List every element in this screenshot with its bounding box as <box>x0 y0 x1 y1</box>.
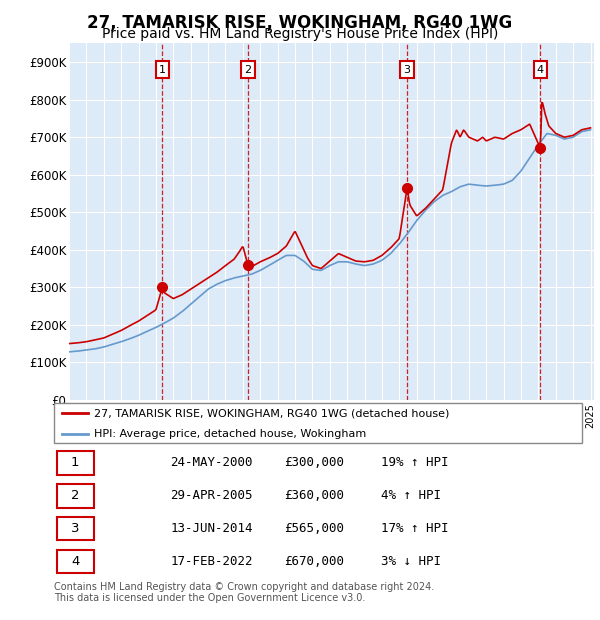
Text: £565,000: £565,000 <box>284 522 344 535</box>
Text: £360,000: £360,000 <box>284 489 344 502</box>
FancyBboxPatch shape <box>56 451 94 475</box>
Text: 3: 3 <box>71 522 79 535</box>
Text: 2: 2 <box>71 489 79 502</box>
FancyBboxPatch shape <box>54 403 582 443</box>
Text: 1: 1 <box>71 456 79 469</box>
FancyBboxPatch shape <box>56 549 94 574</box>
Text: Contains HM Land Registry data © Crown copyright and database right 2024.
This d: Contains HM Land Registry data © Crown c… <box>54 582 434 603</box>
Text: 27, TAMARISK RISE, WOKINGHAM, RG40 1WG (detached house): 27, TAMARISK RISE, WOKINGHAM, RG40 1WG (… <box>94 408 449 418</box>
Text: 1: 1 <box>159 64 166 74</box>
Text: 13-JUN-2014: 13-JUN-2014 <box>170 522 253 535</box>
Text: 24-MAY-2000: 24-MAY-2000 <box>170 456 253 469</box>
Text: 29-APR-2005: 29-APR-2005 <box>170 489 253 502</box>
Text: Price paid vs. HM Land Registry's House Price Index (HPI): Price paid vs. HM Land Registry's House … <box>102 27 498 41</box>
Text: 19% ↑ HPI: 19% ↑ HPI <box>382 456 449 469</box>
Text: 17-FEB-2022: 17-FEB-2022 <box>170 555 253 568</box>
Text: 17% ↑ HPI: 17% ↑ HPI <box>382 522 449 535</box>
FancyBboxPatch shape <box>56 516 94 541</box>
Text: 2: 2 <box>244 64 251 74</box>
Text: £300,000: £300,000 <box>284 456 344 469</box>
Text: 4: 4 <box>537 64 544 74</box>
Text: HPI: Average price, detached house, Wokingham: HPI: Average price, detached house, Woki… <box>94 430 366 440</box>
Text: 3% ↓ HPI: 3% ↓ HPI <box>382 555 442 568</box>
Text: £670,000: £670,000 <box>284 555 344 568</box>
Text: 4: 4 <box>71 555 79 568</box>
Text: 4% ↑ HPI: 4% ↑ HPI <box>382 489 442 502</box>
Text: 3: 3 <box>404 64 410 74</box>
Text: 27, TAMARISK RISE, WOKINGHAM, RG40 1WG: 27, TAMARISK RISE, WOKINGHAM, RG40 1WG <box>88 14 512 32</box>
FancyBboxPatch shape <box>56 484 94 508</box>
